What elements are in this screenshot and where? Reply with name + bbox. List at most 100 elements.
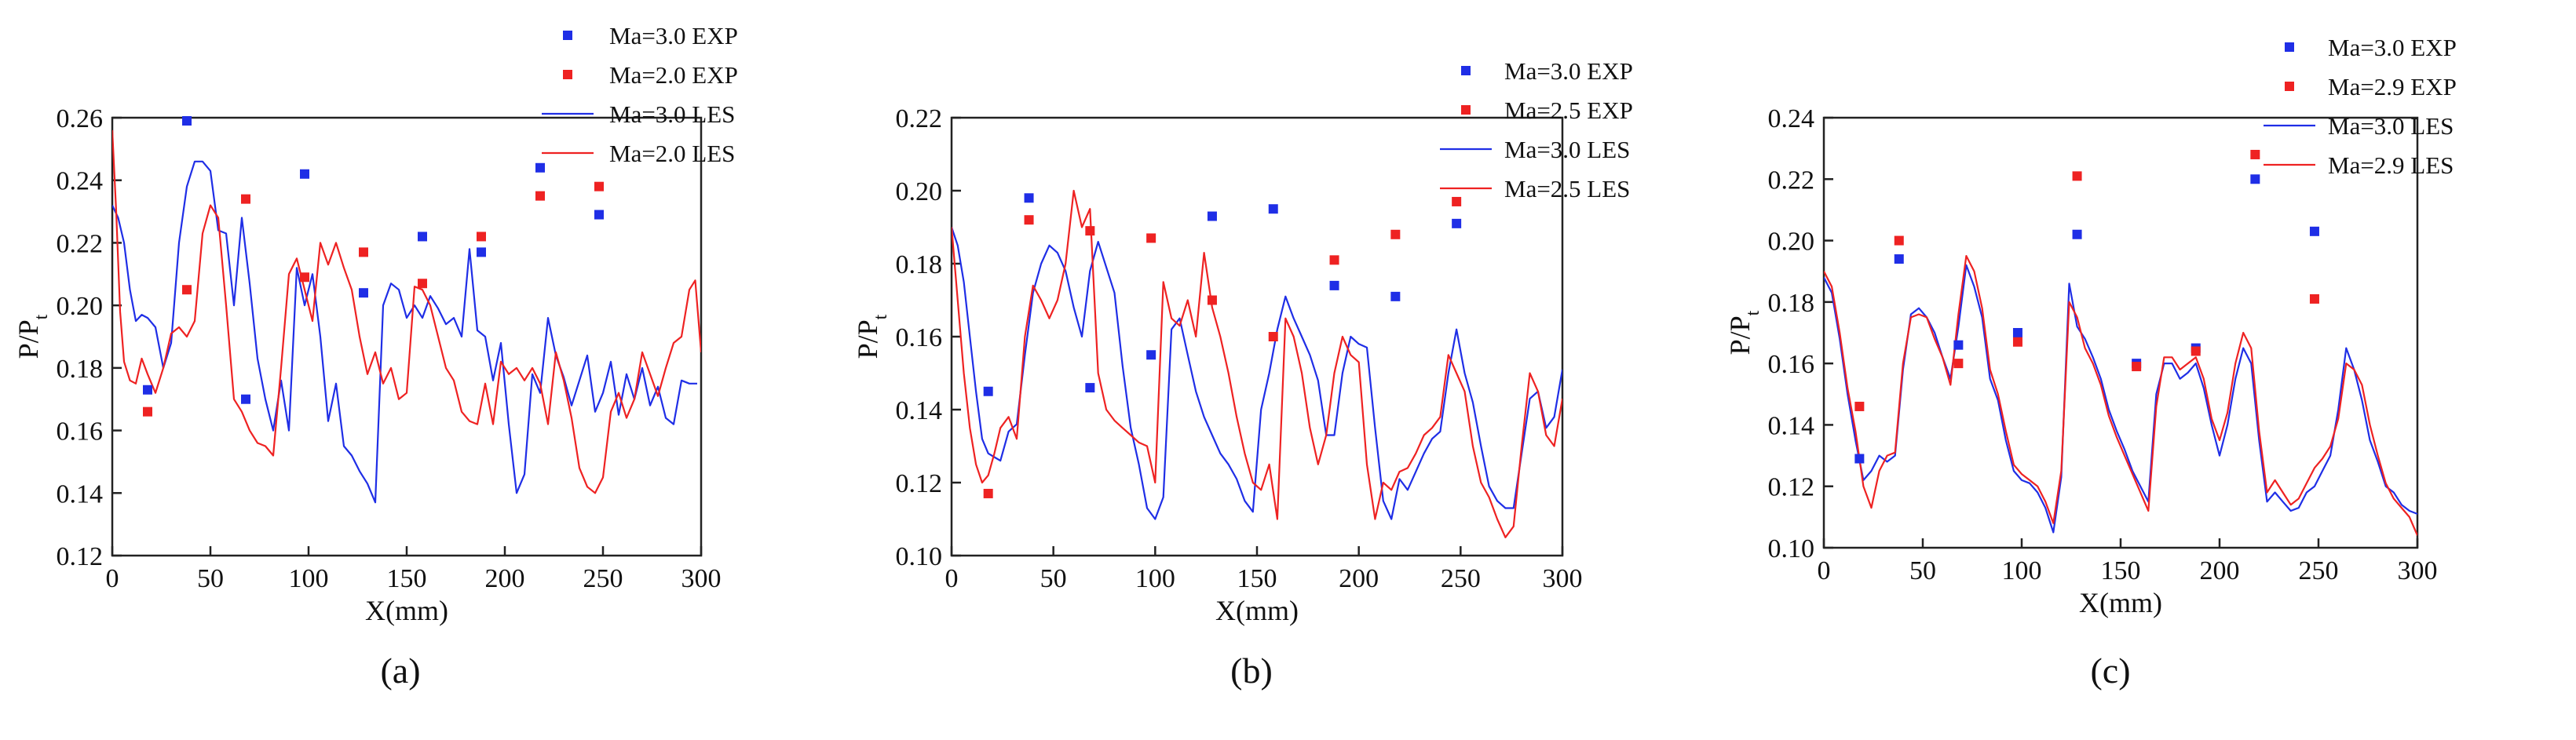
chart-c-y-tick-label: 0.14 (1768, 411, 1815, 440)
chart-a-x-tick-label: 100 (289, 564, 329, 593)
chart-c-series-ma-3-0-les-line (1824, 264, 2417, 534)
chart-c-y-tick-label: 0.16 (1768, 350, 1815, 379)
chart-c-y-tick-label: 0.18 (1768, 289, 1815, 318)
chart-a-y-tick-label: 0.24 (57, 167, 104, 196)
chart-b-series-ma-3-0-les-line (952, 227, 1562, 520)
chart-a-y-tick-label: 0.14 (57, 479, 104, 509)
chart-a-y-tick-label: 0.16 (57, 417, 104, 447)
chart-b-series-ma-2-5-exp-point (1085, 226, 1095, 236)
chart-c-y-tick-label: 0.20 (1768, 228, 1815, 257)
chart-c-y-tick-label: 0.12 (1768, 473, 1815, 502)
chart-a-x-tick-label: 50 (197, 564, 224, 593)
chart-a-y-axis-title: P/Pt (13, 314, 52, 359)
chart-a-legend-label: Ma=2.0 EXP (609, 61, 738, 89)
chart-b-y-tick-label: 0.18 (896, 250, 943, 279)
chart-c-x-axis-title: X(mm) (2079, 587, 2162, 618)
chart-b-series-ma-2-5-exp-point (1329, 255, 1339, 265)
chart-b-x-tick-label: 0 (945, 564, 959, 593)
chart-c-series-ma-3-0-exp-point (2012, 328, 2022, 337)
chart-c-y-axis-title-subscript: t (1743, 310, 1763, 315)
chart-b-series-ma-3-0-exp-point (1268, 204, 1278, 214)
chart-b-plot-frame (950, 116, 1564, 557)
chart-b-series-ma-2-5-exp-point (1390, 229, 1401, 239)
chart-a-series-ma-2-0-exp-point (477, 231, 486, 242)
chart-c-series-ma-2-9-exp-point (2250, 149, 2260, 159)
chart-b-series-ma-2-5-exp-point (983, 488, 993, 498)
chart-c-svg: 0 50 100 150 200 250 300 0.10 0.12 0.14 0.16 0.18 0.… (1724, 34, 2457, 691)
chart-c-legend-marker (2285, 42, 2294, 52)
chart-b-x-tick-label: 150 (1237, 564, 1277, 593)
chart-a-legend-marker (563, 31, 572, 40)
chart-c-series-ma-2-9-les-line (1824, 255, 2417, 536)
chart-c-series-ma-2-9-exp-point (2012, 337, 2022, 347)
chart-a-x-axis-title: X(mm) (365, 595, 448, 626)
chart-b-series-ma-3-0-exp-point (1329, 280, 1339, 290)
chart-a-y-axis-title-subscript: t (31, 314, 52, 319)
chart-a-panel-label: (a) (380, 651, 420, 691)
chart-c-x-tick-label: 200 (2200, 556, 2240, 585)
chart-b-svg: 0 50 100 150 200 250 300 0.10 0.12 0.14 0.16 0.18 0.… (852, 57, 1633, 691)
chart-c-x-tick-label: 100 (2002, 556, 2042, 585)
chart-b-x-tick-label: 300 (1543, 564, 1583, 593)
chart-a-y-axis-title-main: P/P (13, 319, 44, 359)
chart-b-panel-label: (b) (1230, 651, 1273, 691)
chart-c-series-ma-2-9-exp-point (1953, 359, 1964, 369)
chart-a-series-ma-3-0-exp-point (182, 115, 192, 126)
chart-a-series-ma-3-0-exp-point (535, 162, 545, 173)
chart-a-series-ma-3-0-exp-point (477, 247, 486, 257)
chart-a-y-tick-label: 0.20 (57, 292, 104, 321)
chart-b-y-tick-label: 0.10 (896, 542, 943, 571)
chart-c-y-tick-label: 0.10 (1768, 534, 1815, 563)
chart-a-svg: 0 50 100 150 200 250 300 0.12 0.14 0.16 0.18 0.20 0.… (13, 22, 738, 691)
chart-c-series-ma-3-0-exp-point (1894, 254, 1904, 264)
chart-c-y-axis-title-main: P/P (1724, 315, 1756, 355)
chart-b-y-tick-label: 0.14 (896, 396, 943, 425)
chart-b-x-axis-title: X(mm) (1215, 595, 1299, 626)
chart-c-x-tick-label: 0 (1818, 556, 1831, 585)
chart-b-series-ma-2-5-les-line (952, 189, 1562, 538)
chart-b-x-tick-label: 100 (1135, 564, 1175, 593)
chart-c-series-ma-3-0-exp-point (1854, 454, 1865, 464)
chart-b-legend-marker (1461, 105, 1471, 115)
chart-b-series-ma-3-0-exp-point (1207, 211, 1217, 221)
chart-c-legend-label: Ma=3.0 LES (2328, 112, 2454, 140)
chart-a-series-ma-2-0-exp-point (182, 285, 192, 295)
chart-a-x-tick-label: 250 (583, 564, 623, 593)
chart-c-series-ma-3-0-exp-point (1953, 340, 1964, 350)
chart-b-legend-label: Ma=2.5 EXP (1504, 97, 1633, 124)
chart-b-series-ma-2-5-exp-point (1452, 196, 1462, 206)
chart-a-series-ma-3-0-exp-point (143, 385, 152, 395)
chart-b-y-axis-title-main: P/P (852, 319, 883, 359)
chart-c-series-ma-2-9-exp-point (2191, 346, 2201, 356)
chart-a-x-tick-label: 0 (106, 564, 119, 593)
chart-a-series-ma-2-0-exp-point (143, 406, 152, 417)
chart-a-series-ma-3-0-exp-point (300, 169, 309, 179)
chart-c-x-tick-label: 150 (2101, 556, 2141, 585)
chart-a-legend-marker (563, 70, 572, 79)
chart-c-plot-frame (1822, 116, 2419, 549)
chart-c-y-axis-title: P/Pt (1724, 310, 1763, 355)
chart-c-y-axis-title-group: P/Pt (1724, 310, 1763, 355)
chart-a-series-ma-2-0-exp-point (359, 247, 368, 257)
chart-b-series-ma-2-5-exp-point (1024, 215, 1034, 225)
chart-c-legend-label: Ma=2.9 EXP (2328, 73, 2457, 100)
chart-a-legend-label: Ma=3.0 LES (609, 100, 735, 128)
chart-a-legend-label: Ma=2.0 LES (609, 140, 735, 167)
chart-a-series-ma-2-0-exp-point (418, 279, 427, 289)
chart-b-legend-label: Ma=3.0 EXP (1504, 57, 1633, 85)
chart-b-series-ma-3-0-exp-point (1085, 383, 1095, 393)
chart-b-series-ma-3-0-exp-point (1146, 350, 1156, 360)
chart-c-y-tick-label: 0.22 (1768, 166, 1815, 195)
chart-a-x-tick-label: 200 (485, 564, 525, 593)
chart-a-y-tick-label: 0.12 (57, 542, 104, 571)
chart-a-y-tick-label: 0.18 (57, 355, 104, 384)
chart-a-y-axis-title-group: P/Pt (13, 314, 52, 359)
chart-c-x-tick-label: 50 (1909, 556, 1936, 585)
chart-b-legend-label: Ma=3.0 LES (1504, 136, 1630, 163)
chart-c-series-ma-3-0-exp-point (2250, 174, 2260, 184)
chart-a-x-tick-label: 150 (387, 564, 427, 593)
chart-a-x-tick-label: 300 (681, 564, 722, 593)
chart-panel-b: 0 50 100 150 200 250 300 0.10 0.12 0.14 0.16 0.18 0.… (852, 0, 1718, 740)
chart-a-series-ma-2-0-les-line (112, 129, 701, 494)
chart-panel-a: 0 50 100 150 200 250 300 0.12 0.14 0.16 0.18 0.20 0.… (0, 0, 859, 740)
